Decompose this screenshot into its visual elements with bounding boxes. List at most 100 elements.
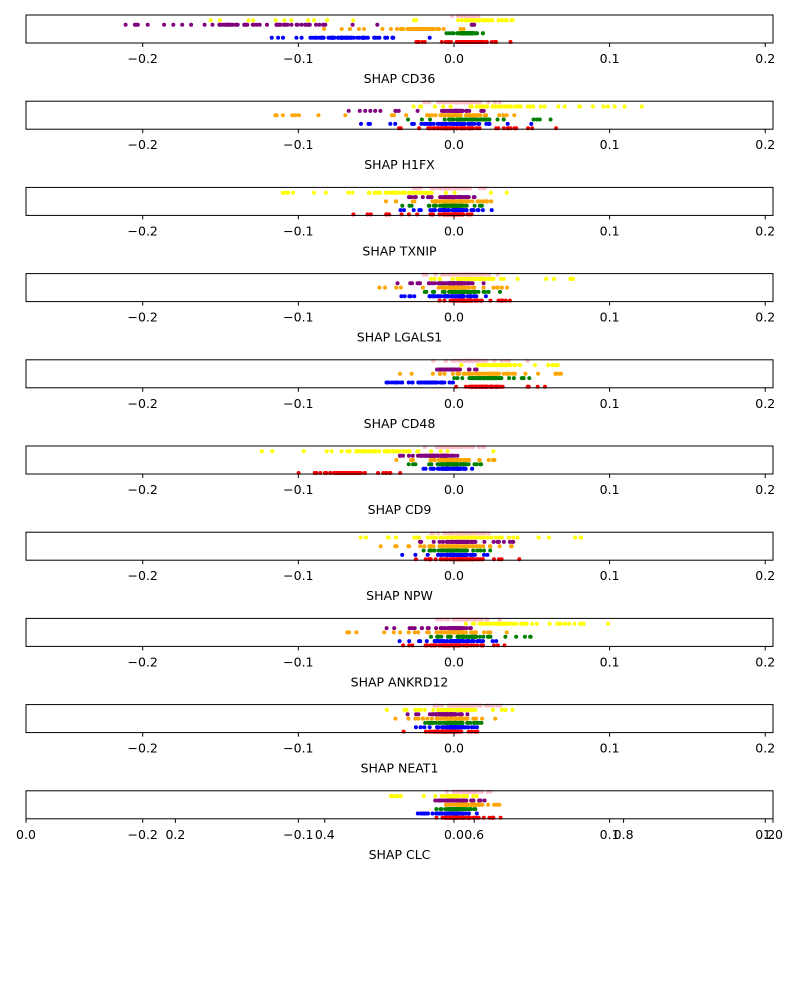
x-tick-label: 0.2 <box>755 223 775 238</box>
data-point <box>622 104 627 109</box>
data-point <box>493 535 498 540</box>
data-point <box>453 712 458 717</box>
data-point <box>339 27 344 31</box>
data-point <box>463 621 468 626</box>
data-point <box>398 285 403 290</box>
data-point <box>455 466 460 471</box>
data-point <box>495 539 500 544</box>
data-point <box>450 552 455 557</box>
data-point <box>459 548 464 553</box>
data-point <box>487 121 491 126</box>
x-tick-label: 0.2 <box>755 568 775 583</box>
data-point <box>428 453 433 458</box>
data-point <box>393 716 398 721</box>
data-point <box>443 798 448 803</box>
data-point <box>433 113 438 118</box>
data-point <box>394 285 399 290</box>
data-point <box>556 104 561 109</box>
data-point <box>481 371 486 376</box>
data-point <box>436 552 441 557</box>
data-point <box>473 367 477 372</box>
data-point <box>391 190 396 195</box>
x-axis-label: SHAP ANKRD12 <box>351 674 449 689</box>
data-point <box>414 18 418 23</box>
data-point <box>402 208 406 213</box>
data-point <box>491 539 496 544</box>
data-point <box>535 621 539 626</box>
data-point <box>496 18 501 23</box>
data-point <box>468 626 473 631</box>
data-point <box>411 458 415 462</box>
data-point <box>437 466 442 471</box>
data-point <box>507 363 512 368</box>
data-point <box>462 281 467 286</box>
data-point <box>478 462 483 467</box>
data-point <box>418 639 423 644</box>
data-point <box>385 535 390 540</box>
data-point <box>492 458 497 462</box>
overlay-tick-label: 0.8 <box>614 827 634 842</box>
data-point <box>431 289 436 294</box>
data-point <box>458 807 463 812</box>
x-tick-label: 0.0 <box>444 827 464 842</box>
data-point <box>439 535 444 540</box>
data-point <box>447 552 452 557</box>
data-point <box>478 548 483 553</box>
data-point <box>470 798 475 803</box>
x-tick-label: 0.1 <box>600 827 620 842</box>
data-point <box>401 190 406 195</box>
data-point <box>408 294 413 299</box>
data-point <box>511 539 516 544</box>
data-point <box>438 281 443 286</box>
data-point <box>469 539 473 544</box>
data-point <box>489 621 494 626</box>
data-point <box>433 281 437 286</box>
data-point <box>476 371 481 376</box>
data-point <box>494 376 499 381</box>
data-point <box>477 458 482 462</box>
data-point <box>321 22 326 27</box>
data-point <box>307 22 312 27</box>
data-point <box>553 371 558 376</box>
data-point <box>501 371 506 376</box>
data-point <box>459 707 464 712</box>
data-point <box>436 294 441 299</box>
data-point <box>275 22 280 27</box>
data-point <box>472 539 477 544</box>
data-point <box>416 716 421 721</box>
x-tick-label: −0.2 <box>128 568 158 583</box>
data-point <box>448 367 453 372</box>
data-point <box>351 18 356 23</box>
data-point <box>450 811 455 816</box>
data-point <box>486 634 491 639</box>
data-point <box>432 104 437 109</box>
data-point <box>356 449 361 454</box>
data-point <box>483 363 488 368</box>
x-tick-label: −0.1 <box>283 396 313 411</box>
data-point <box>398 371 402 376</box>
data-point <box>475 535 480 540</box>
data-point <box>487 18 492 23</box>
data-point <box>420 285 425 290</box>
data-point <box>475 548 480 553</box>
data-point <box>420 811 425 816</box>
data-point <box>411 121 416 126</box>
data-point <box>536 371 541 376</box>
data-point <box>482 630 486 635</box>
data-point <box>438 449 443 454</box>
data-point <box>502 707 507 712</box>
data-point <box>471 113 476 118</box>
data-point <box>473 630 478 635</box>
data-point <box>423 811 428 816</box>
data-point <box>529 121 534 126</box>
data-point <box>430 199 435 204</box>
data-point <box>537 117 542 122</box>
data-point <box>392 626 397 631</box>
data-point <box>467 639 471 644</box>
data-point <box>380 27 385 31</box>
panel-axes-frame <box>25 531 774 561</box>
data-point <box>422 544 427 549</box>
data-point <box>482 798 487 803</box>
data-point <box>464 195 469 200</box>
panel-shap-txnip: −0.2 −0.1 0.0 0.1 0.2 SHAP TXNIP <box>25 186 775 258</box>
